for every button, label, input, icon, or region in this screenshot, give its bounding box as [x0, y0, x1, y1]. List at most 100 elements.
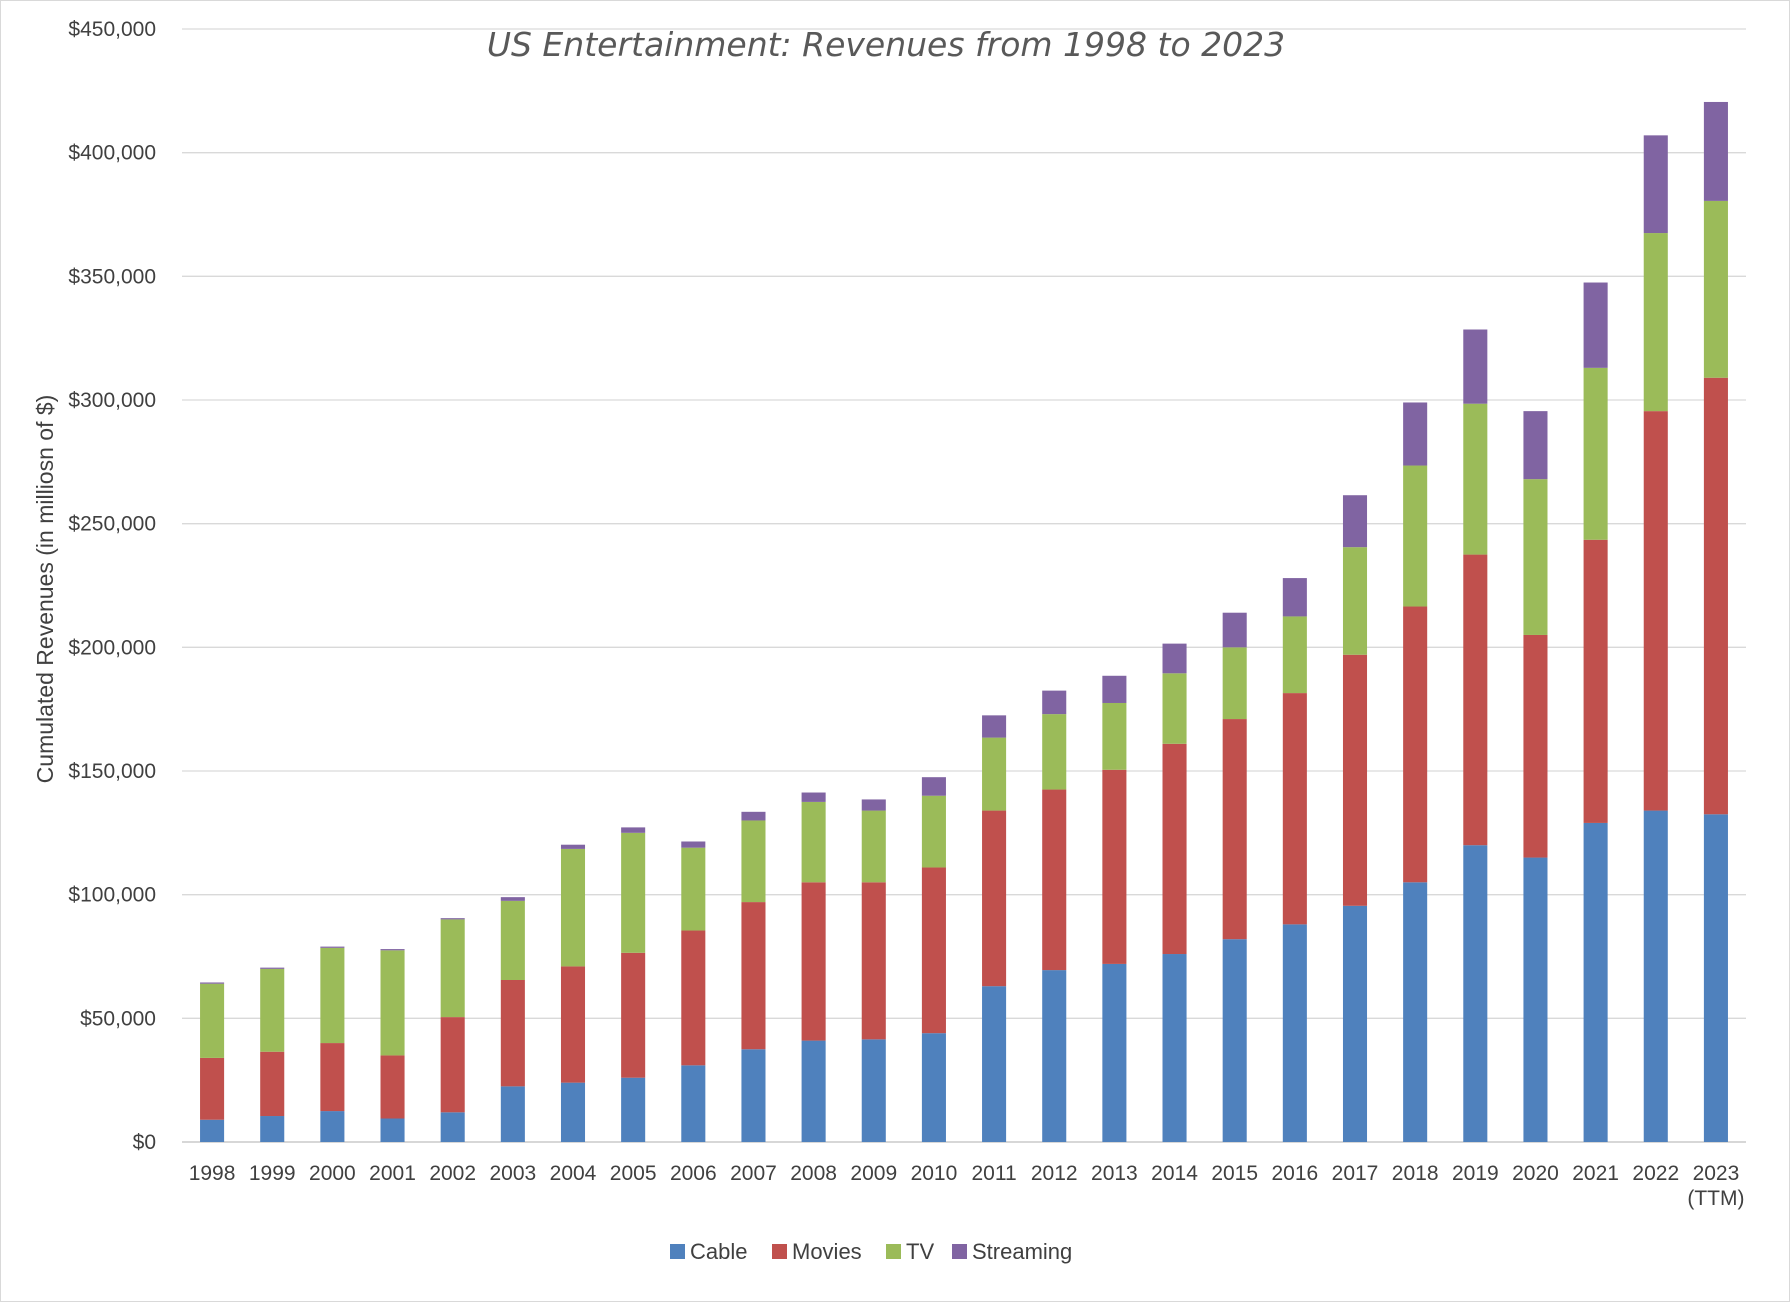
bar-segment-streaming: [440, 918, 465, 920]
bar-segment-movies: [921, 867, 946, 1034]
bar-segment-movies: [1403, 606, 1428, 883]
y-tick-label: $250,000: [68, 513, 156, 536]
y-tick-label: $150,000: [68, 760, 156, 783]
bar-segment-streaming: [500, 897, 525, 901]
bar-segment-movies: [861, 882, 886, 1040]
bar-segment-movies: [621, 952, 646, 1078]
bar-segment-tv: [500, 900, 525, 980]
bar-segment-streaming: [260, 967, 285, 969]
bar-segment-tv: [1042, 714, 1067, 790]
bar-segment-cable: [621, 1077, 646, 1142]
bar-segment-movies: [1342, 654, 1368, 906]
bar-segment-streaming: [200, 982, 225, 984]
legend-swatch-tv: [886, 1244, 901, 1259]
bar-segment-streaming: [1102, 675, 1127, 703]
bar-segment-streaming: [1523, 411, 1548, 480]
x-tick-label: 2014: [1151, 1162, 1198, 1185]
bar-segment-tv: [1222, 647, 1247, 720]
bar-segment-movies: [1222, 719, 1247, 940]
bar-segment-cable: [1042, 970, 1067, 1142]
bar-segment-streaming: [1222, 612, 1247, 648]
bar-segment-streaming: [621, 827, 646, 833]
x-tick-label: 2008: [790, 1162, 837, 1185]
bar-segment-cable: [380, 1118, 405, 1142]
legend-label-streaming: Streaming: [972, 1239, 1072, 1264]
bar-segment-tv: [1162, 673, 1187, 744]
bar-segment-streaming: [320, 946, 345, 948]
bar-segment-cable: [741, 1049, 766, 1142]
x-tick-label: 2022: [1632, 1162, 1679, 1185]
bar-segment-cable: [260, 1116, 285, 1142]
bar-segment-tv: [681, 847, 706, 931]
bar-segment-tv: [982, 737, 1007, 811]
x-tick-label: 2006: [670, 1162, 717, 1185]
bar-segment-cable: [1222, 939, 1247, 1142]
bar-segment-cable: [1342, 905, 1368, 1142]
bar-segment-cable: [1282, 924, 1307, 1142]
bar-segment-cable: [861, 1039, 886, 1142]
legend-swatch-cable: [670, 1244, 685, 1259]
x-tick-label: 2017: [1332, 1162, 1379, 1185]
legend-label-cable: Cable: [690, 1239, 747, 1264]
x-tick-label: 2003: [489, 1162, 536, 1185]
bar-segment-movies: [560, 966, 586, 1083]
legend-swatch-streaming: [952, 1244, 967, 1259]
bar-segment-streaming: [1703, 101, 1728, 201]
bar-segment-movies: [380, 1055, 405, 1119]
bar-segment-cable: [1463, 845, 1488, 1142]
bar-segment-streaming: [1463, 329, 1488, 404]
bar-segment-tv: [801, 801, 826, 883]
bar-segment-streaming: [380, 949, 405, 951]
bar-segment-cable: [1162, 954, 1187, 1142]
x-tick-label: 2001: [369, 1162, 416, 1185]
y-tick-label: $200,000: [68, 636, 156, 659]
bar-segment-cable: [681, 1065, 706, 1142]
legend-swatch-movies: [772, 1244, 787, 1259]
bar-segment-cable: [200, 1119, 225, 1142]
bar-segment-movies: [1643, 411, 1668, 811]
y-axis-title: Cumulated Revenues (in milliosn of $): [32, 395, 58, 784]
y-axis: $0 $50,000 $100,000 $150,000 $200,000 $250,00…: [68, 18, 156, 1154]
bar-segment-movies: [1042, 789, 1067, 971]
bar-segment-movies: [1703, 377, 1728, 815]
x-axis: 1998 1999 2000 2001 2002 2003 2004 2005 2006 2007…: [189, 1162, 1745, 1210]
bar-segment-streaming: [801, 792, 826, 802]
bar-segment-streaming: [1282, 578, 1307, 617]
x-tick-label: 2011: [971, 1162, 1016, 1185]
x-tick-label: 1998: [189, 1162, 236, 1185]
legend: Cable Movies TV Streaming: [670, 1239, 1072, 1264]
bar-segment-streaming: [1162, 643, 1187, 674]
x-tick-label: 2020: [1512, 1162, 1559, 1185]
bar-segment-movies: [440, 1017, 465, 1113]
bar-segment-cable: [500, 1086, 525, 1142]
y-tick-label: $300,000: [68, 389, 156, 412]
x-tick-label: 2018: [1392, 1162, 1439, 1185]
bar-segment-tv: [1643, 233, 1668, 412]
bar-segment-tv: [1703, 200, 1728, 378]
bar-segment-movies: [500, 979, 525, 1087]
bar-segment-tv: [1523, 479, 1548, 635]
x-tick-label: 1999: [249, 1162, 296, 1185]
bar-segment-movies: [801, 882, 826, 1041]
legend-label-movies: Movies: [792, 1239, 862, 1264]
bar-segment-tv: [200, 983, 225, 1058]
x-tick-label: 2015: [1211, 1162, 1258, 1185]
bar-segment-streaming: [1342, 495, 1368, 548]
bar-segment-movies: [1463, 554, 1488, 846]
bar-segment-streaming: [1643, 135, 1668, 234]
y-tick-label: $400,000: [68, 142, 156, 165]
bar-segment-tv: [1463, 403, 1488, 555]
legend-label-tv: TV: [906, 1239, 934, 1264]
bar-segment-tv: [440, 919, 465, 1018]
bar-segment-cable: [1403, 882, 1428, 1142]
y-tick-label: $0: [133, 1131, 156, 1154]
bar-segment-cable: [320, 1111, 345, 1142]
bar-segment-tv: [741, 820, 766, 903]
bar-segment-cable: [440, 1112, 465, 1142]
bar-segment-tv: [380, 950, 405, 1056]
bar-segment-movies: [982, 810, 1007, 987]
y-tick-label: $100,000: [68, 884, 156, 907]
bar-segment-movies: [741, 902, 766, 1050]
bar-segment-tv: [1403, 465, 1428, 607]
y-tick-label: $350,000: [68, 265, 156, 288]
